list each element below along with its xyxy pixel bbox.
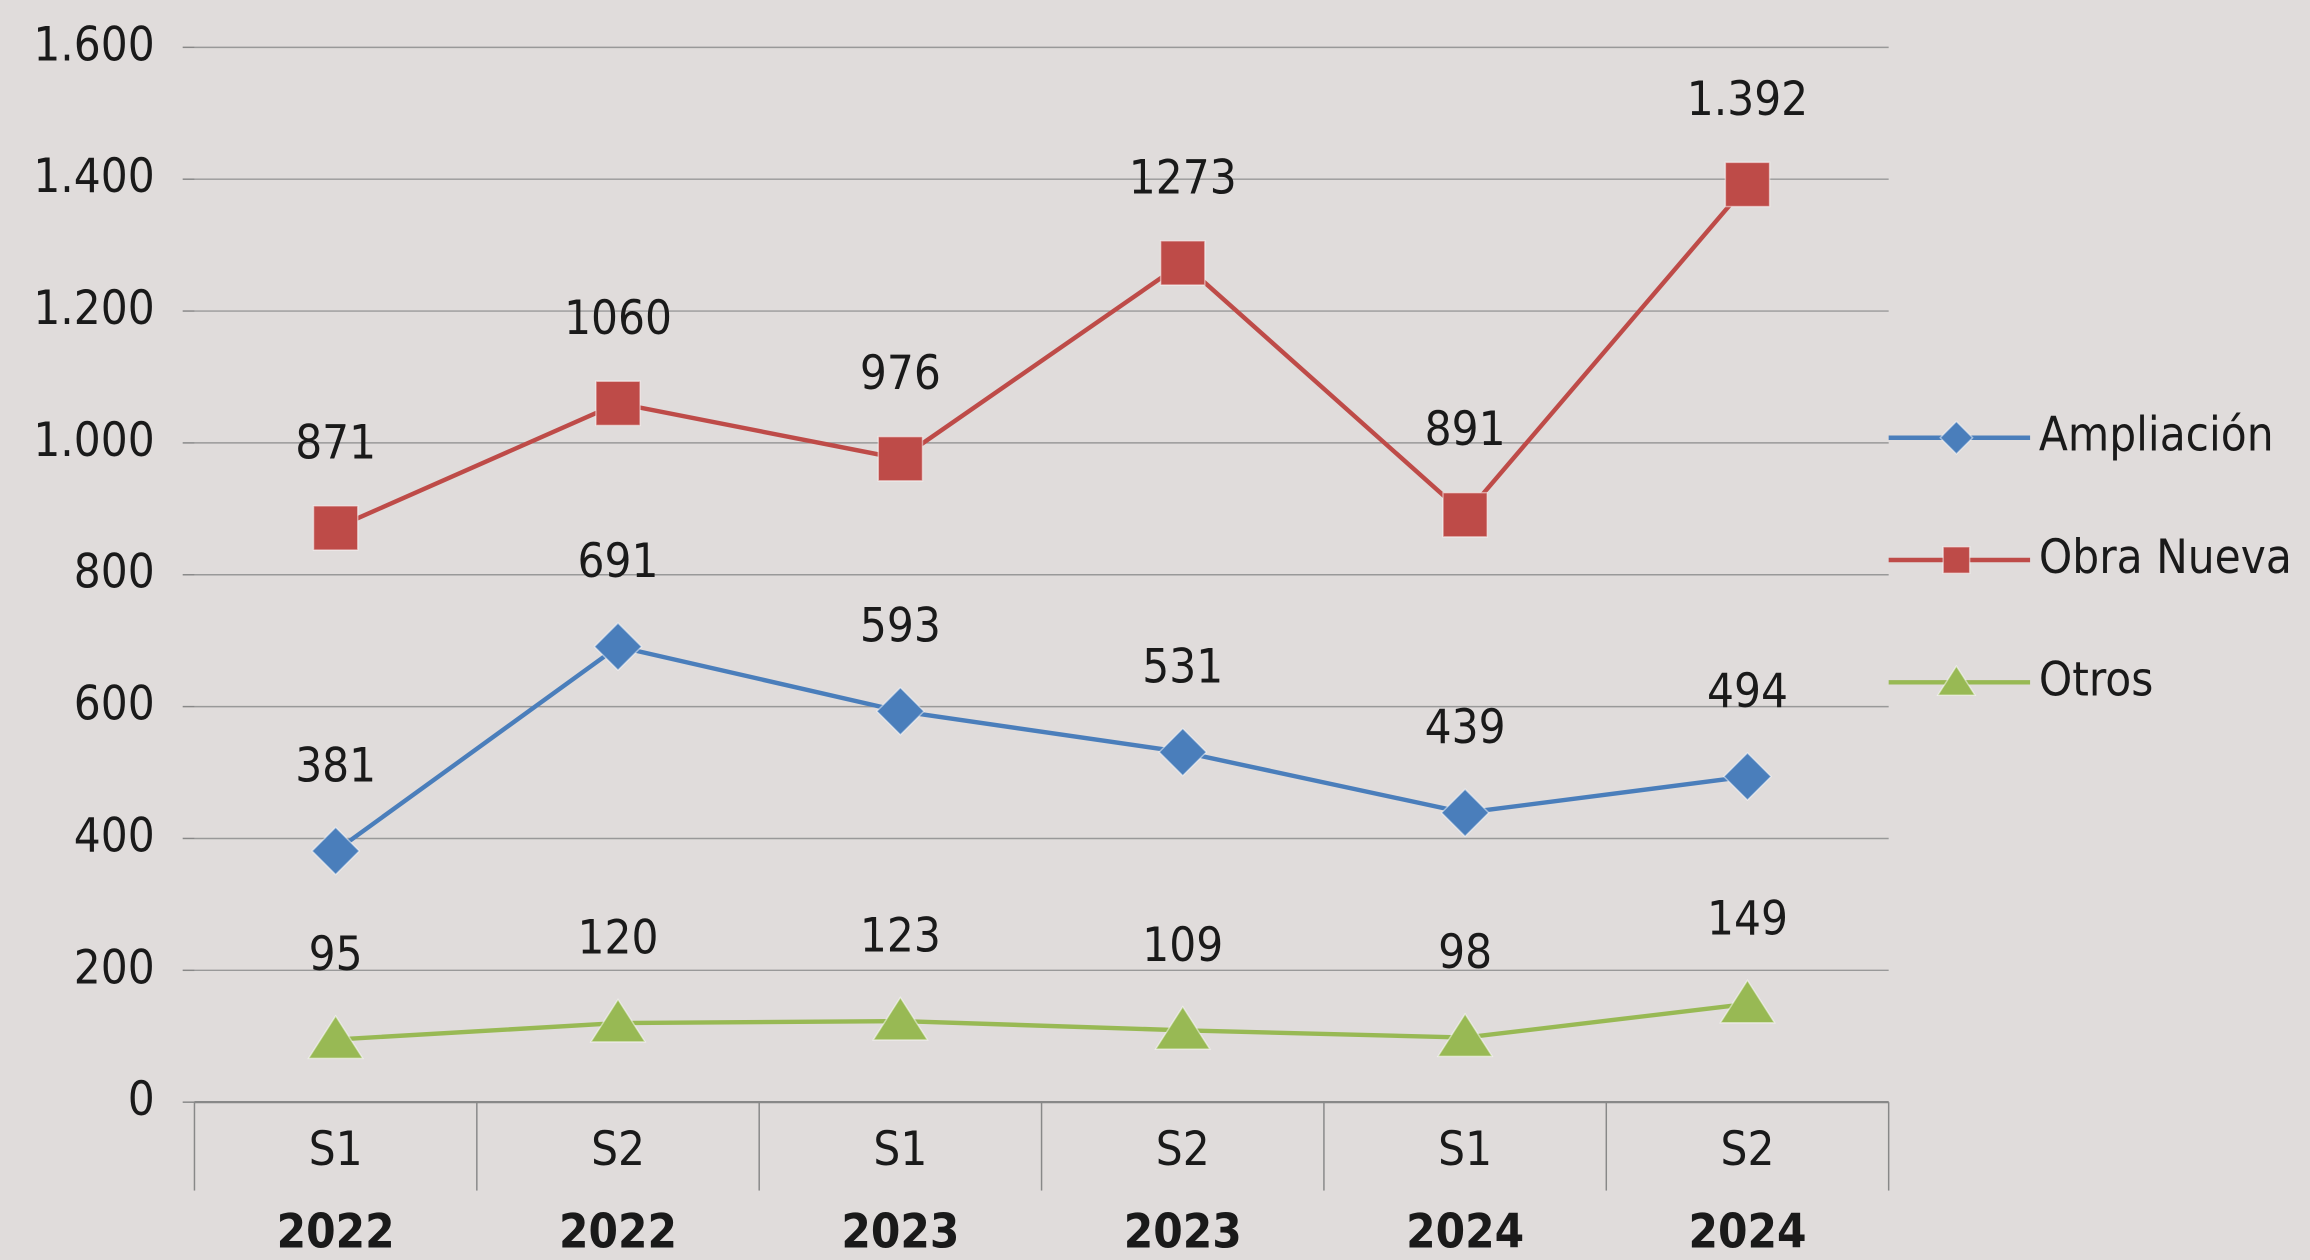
data-label: 95: [309, 927, 363, 982]
legend-label: Obra Nueva: [2039, 530, 2292, 585]
x-group-label: 2024: [1406, 1205, 1524, 1260]
marker: [593, 622, 643, 672]
x-group-label: 2022: [277, 1205, 395, 1260]
marker: [1440, 788, 1490, 838]
marker: [1719, 978, 1776, 1024]
data-label: 98: [1438, 925, 1492, 980]
marker: [1942, 546, 1971, 575]
marker: [1939, 420, 1974, 455]
legend-label: Ampliación: [2039, 408, 2274, 463]
series-line: [334, 183, 1750, 530]
y-tick-label: 200: [74, 940, 155, 995]
marker: [875, 686, 925, 736]
marker: [1158, 727, 1208, 777]
marker: [1436, 1012, 1494, 1058]
marker: [871, 996, 929, 1041]
series-line: [334, 644, 1748, 853]
x-group-label: 2023: [1124, 1205, 1242, 1260]
data-label: 494: [1707, 664, 1788, 719]
data-label: 1273: [1129, 150, 1237, 205]
data-label: 531: [1142, 640, 1223, 695]
marker: [1936, 664, 1977, 697]
data-label: 976: [860, 346, 941, 401]
marker: [589, 998, 647, 1043]
x-tick-label: S2: [1721, 1122, 1775, 1177]
data-label: 691: [578, 534, 659, 589]
x-group-label: 2023: [841, 1205, 959, 1260]
marker: [1159, 240, 1206, 286]
y-tick-label: 1.600: [33, 17, 154, 72]
y-tick-label: 1.200: [33, 281, 154, 336]
x-tick-label: S1: [1438, 1122, 1492, 1177]
marker: [595, 380, 641, 427]
y-tick-label: 1.400: [33, 149, 154, 204]
marker: [1442, 491, 1488, 538]
data-label: 871: [295, 415, 376, 470]
legend-label: Otros: [2039, 652, 2153, 707]
marker: [312, 505, 359, 551]
y-tick-label: 0: [128, 1072, 155, 1127]
data-label: 149: [1707, 891, 1788, 946]
marker: [1722, 751, 1773, 802]
x-tick-label: S2: [591, 1122, 645, 1177]
series-line: [335, 1001, 1748, 1042]
marker: [1724, 161, 1771, 208]
y-tick-label: 800: [74, 545, 155, 600]
x-tick-label: S2: [1156, 1122, 1210, 1177]
marker: [307, 1014, 365, 1060]
data-label: 120: [578, 911, 659, 966]
data-label: 109: [1142, 918, 1223, 973]
y-tick-label: 1.000: [33, 413, 154, 468]
x-group-label: 2024: [1688, 1205, 1806, 1260]
data-label: 891: [1425, 402, 1506, 457]
marker: [877, 435, 924, 482]
data-label: 439: [1425, 700, 1506, 755]
y-tick-label: 600: [74, 677, 155, 732]
marker: [311, 826, 361, 876]
y-tick-label: 400: [74, 808, 155, 863]
data-label: 1060: [564, 291, 672, 346]
data-label: 1.392: [1687, 72, 1808, 127]
marker: [1154, 1005, 1212, 1050]
data-label: 593: [860, 599, 941, 654]
x-tick-label: S1: [309, 1122, 363, 1177]
x-tick-label: S1: [873, 1122, 927, 1177]
data-label: 381: [295, 738, 376, 793]
data-label: 123: [860, 909, 941, 964]
x-group-label: 2022: [559, 1205, 677, 1260]
